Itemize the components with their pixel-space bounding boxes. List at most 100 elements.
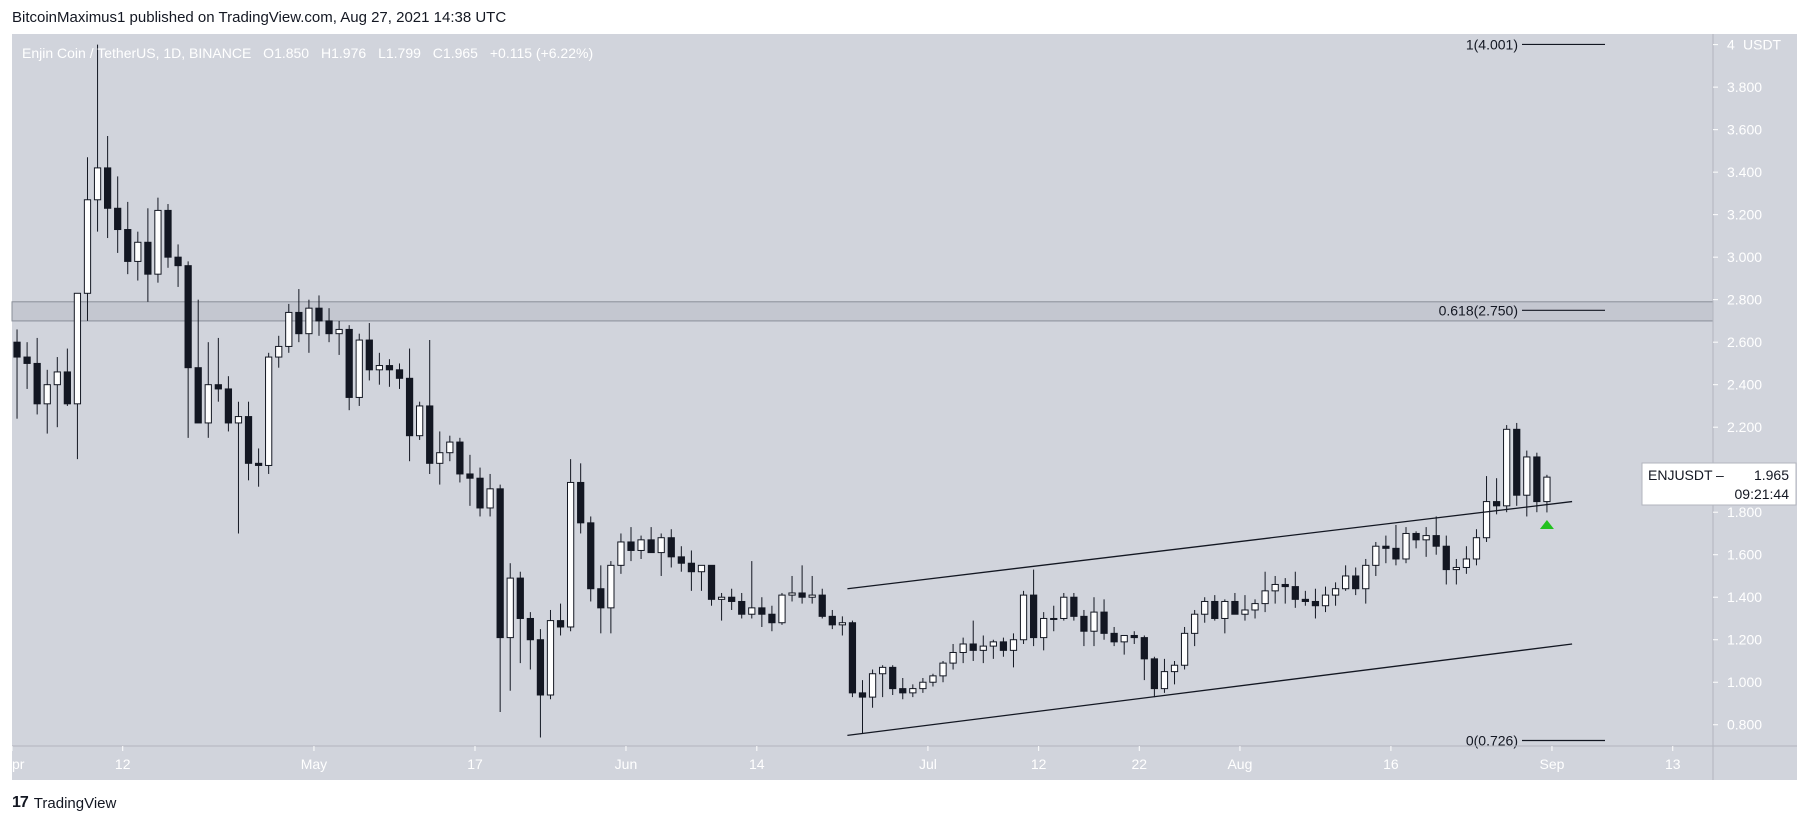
candle — [1160, 658, 1169, 693]
time-axis-label: 17 — [467, 756, 483, 772]
candle — [989, 639, 997, 659]
candle — [687, 550, 696, 591]
candle — [194, 299, 202, 424]
candle-body-up — [1402, 532, 1410, 560]
candle-body-up — [53, 371, 61, 386]
candle — [748, 561, 756, 619]
candle — [114, 176, 122, 253]
candle-body-up — [778, 594, 786, 624]
candle — [405, 348, 414, 462]
candle — [1372, 541, 1380, 576]
candle — [627, 527, 635, 562]
candle — [73, 292, 82, 460]
candle-body-up — [154, 209, 162, 275]
candle — [315, 295, 323, 336]
candle — [768, 605, 776, 632]
candle — [1221, 599, 1229, 634]
tradingview-logo[interactable]: 17 TradingView — [12, 794, 116, 812]
candle-body-up — [1321, 594, 1330, 607]
candle — [536, 629, 545, 738]
candle-body-up — [939, 662, 947, 677]
candle — [1050, 605, 1058, 632]
time-axis-background[interactable] — [12, 746, 1797, 780]
candle-body-down — [1513, 428, 1521, 496]
time-axis-label: 16 — [1383, 756, 1399, 772]
time-axis-label: Sep — [1539, 756, 1564, 772]
time-axis[interactable]: pr 12 May 17 Jun 14 Jul 12 22 Aug 16 Sep 13 — [11, 746, 1681, 772]
candle — [53, 357, 61, 428]
candle — [778, 592, 786, 625]
candle — [1301, 590, 1309, 606]
tradingview-logo-text: TradingView — [33, 794, 117, 812]
candle-body-up — [1090, 611, 1098, 632]
channel-line-lower — [847, 643, 1573, 737]
candle — [1150, 656, 1159, 698]
last-price-tag[interactable]: ENJUSDT – 1.965 09:21:44 — [1641, 462, 1797, 506]
candle — [939, 660, 947, 683]
candle-body-down — [345, 328, 353, 398]
candle — [657, 533, 665, 576]
candle-body-down — [385, 365, 394, 371]
candle-body-down — [667, 537, 675, 558]
candle — [889, 665, 897, 695]
time-axis-label: Jun — [615, 756, 638, 772]
price-axis-label: 1.600 — [1727, 547, 1762, 563]
candle-body-up — [1331, 588, 1340, 596]
candle-body-down — [556, 620, 565, 628]
candle-body-down — [1150, 658, 1159, 690]
candle — [1060, 592, 1068, 621]
candle — [1009, 633, 1018, 668]
candle — [23, 342, 31, 389]
candle — [285, 303, 293, 353]
candle-body-up — [1372, 545, 1380, 566]
candle-body-up — [506, 577, 514, 639]
candle-body-down — [405, 377, 414, 437]
candle — [1462, 546, 1471, 574]
candle — [516, 571, 524, 664]
candle-body-down — [1110, 632, 1118, 643]
candle-body-down — [728, 596, 736, 602]
candle — [1412, 531, 1420, 549]
candle-body-up — [1362, 564, 1370, 590]
candle — [1442, 535, 1450, 585]
candle-body-up — [989, 641, 997, 647]
candle-body-up — [486, 488, 494, 509]
candle-body-up — [285, 311, 293, 347]
candle-body-down — [738, 600, 746, 615]
candle-body-down — [1432, 535, 1440, 547]
candle-body-down — [103, 167, 112, 209]
candle-body-up — [265, 356, 273, 466]
candle-body-down — [516, 577, 524, 619]
candle — [1533, 452, 1541, 513]
candle — [103, 136, 112, 239]
candle-body-up — [446, 441, 454, 454]
candle — [1281, 578, 1289, 604]
candle — [375, 352, 383, 385]
candle-body-up — [204, 384, 212, 424]
candle-body-down — [526, 617, 534, 641]
candle — [1362, 558, 1370, 604]
candle — [1503, 425, 1511, 513]
candle — [1543, 474, 1551, 513]
candle-body-up — [1261, 590, 1269, 605]
candle-body-down — [1352, 575, 1360, 590]
price-axis-label: 1.400 — [1727, 589, 1762, 605]
candle-body-up — [717, 596, 726, 600]
candle — [184, 261, 192, 438]
price-axis-background[interactable] — [1713, 34, 1797, 746]
candle — [13, 329, 21, 419]
candle-body-down — [1080, 615, 1088, 632]
candle — [446, 435, 454, 462]
candle-body-down — [466, 473, 474, 479]
candle — [1170, 660, 1179, 685]
candle-body-down — [647, 539, 655, 554]
candle — [93, 44, 102, 232]
candle — [728, 588, 736, 610]
candle — [1070, 592, 1078, 621]
candle-body-up — [979, 645, 987, 651]
candle — [667, 529, 675, 568]
candle — [43, 369, 51, 434]
candle — [1432, 516, 1440, 555]
candle — [1291, 571, 1299, 608]
